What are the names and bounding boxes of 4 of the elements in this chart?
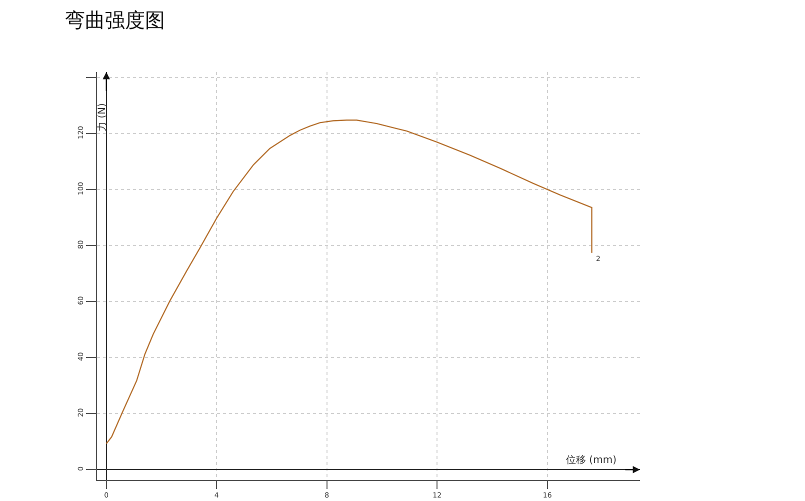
chart-title: 弯曲强度图 (65, 8, 165, 32)
x-axis-title: 位移 (mm) (566, 454, 617, 466)
y-axis-title: 力 (N) (96, 103, 108, 132)
line-series (106, 120, 592, 444)
